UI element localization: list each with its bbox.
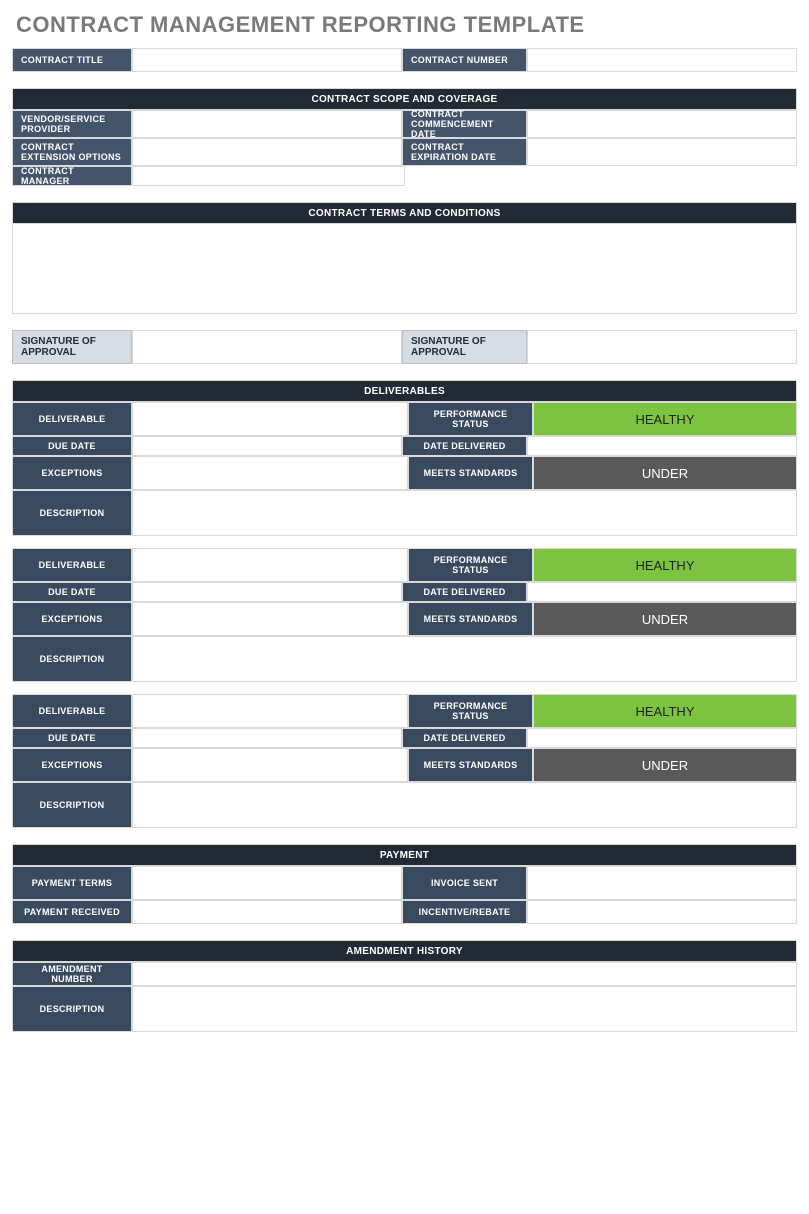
description-label: DESCRIPTION xyxy=(12,636,132,682)
invoice-sent-label: INVOICE SENT xyxy=(402,866,527,900)
description-label: DESCRIPTION xyxy=(12,782,132,828)
extension-value[interactable] xyxy=(132,138,402,166)
deliverable-value[interactable] xyxy=(132,548,408,582)
date-delivered-label: DATE DELIVERED xyxy=(402,728,527,748)
amendment-number-label: AMENDMENT NUMBER xyxy=(12,962,132,986)
deliverable-label: DELIVERABLE xyxy=(12,694,132,728)
due-date-value[interactable] xyxy=(132,436,402,456)
terms-header: CONTRACT TERMS AND CONDITIONS xyxy=(12,202,797,224)
payment-section: PAYMENT PAYMENT TERMS INVOICE SENT PAYME… xyxy=(12,844,797,924)
amendment-number-value[interactable] xyxy=(132,962,797,986)
payment-received-label: PAYMENT RECEIVED xyxy=(12,900,132,924)
vendor-value[interactable] xyxy=(132,110,402,138)
extension-label: CONTRACT EXTENSION OPTIONS xyxy=(12,138,132,166)
contract-number-value[interactable] xyxy=(527,48,797,72)
expiration-value[interactable] xyxy=(527,138,797,166)
exceptions-value[interactable] xyxy=(132,602,408,636)
due-date-label: DUE DATE xyxy=(12,582,132,602)
description-value[interactable] xyxy=(132,782,797,828)
performance-status-label: PERFORMANCE STATUS xyxy=(408,402,533,436)
due-date-label: DUE DATE xyxy=(12,436,132,456)
scope-header: CONTRACT SCOPE AND COVERAGE xyxy=(12,88,797,110)
amendment-header: AMENDMENT HISTORY xyxy=(12,940,797,962)
performance-status-value[interactable]: HEALTHY xyxy=(533,548,797,582)
signature2-value[interactable] xyxy=(527,330,797,364)
exceptions-value[interactable] xyxy=(132,748,408,782)
commencement-value[interactable] xyxy=(527,110,797,138)
date-delivered-label: DATE DELIVERED xyxy=(402,436,527,456)
incentive-label: INCENTIVE/REBATE xyxy=(402,900,527,924)
page-title: CONTRACT MANAGEMENT REPORTING TEMPLATE xyxy=(12,12,797,38)
payment-received-value[interactable] xyxy=(132,900,402,924)
deliverable-value[interactable] xyxy=(132,694,408,728)
performance-status-value[interactable]: HEALTHY xyxy=(533,694,797,728)
contract-number-label: CONTRACT NUMBER xyxy=(402,48,527,72)
signature2-label: SIGNATURE OF APPROVAL xyxy=(402,330,527,364)
due-date-value[interactable] xyxy=(132,728,402,748)
manager-label: CONTRACT MANAGER xyxy=(12,166,132,186)
terms-section: CONTRACT TERMS AND CONDITIONS xyxy=(12,202,797,314)
payment-header: PAYMENT xyxy=(12,844,797,866)
due-date-label: DUE DATE xyxy=(12,728,132,748)
exceptions-label: EXCEPTIONS xyxy=(12,748,132,782)
deliverable-label: DELIVERABLE xyxy=(12,548,132,582)
deliverable-block: DELIVERABLE PERFORMANCE STATUS HEALTHY D… xyxy=(12,694,797,828)
signature1-value[interactable] xyxy=(132,330,402,364)
exceptions-value[interactable] xyxy=(132,456,408,490)
vendor-label: VENDOR/SERVICE PROVIDER xyxy=(12,110,132,138)
deliverables-header: DELIVERABLES xyxy=(12,380,797,402)
deliverable-label: DELIVERABLE xyxy=(12,402,132,436)
exceptions-label: EXCEPTIONS xyxy=(12,456,132,490)
amendment-section: AMENDMENT HISTORY AMENDMENT NUMBER DESCR… xyxy=(12,940,797,1032)
signature1-label: SIGNATURE OF APPROVAL xyxy=(12,330,132,364)
incentive-value[interactable] xyxy=(527,900,797,924)
scope-section: CONTRACT SCOPE AND COVERAGE VENDOR/SERVI… xyxy=(12,88,797,186)
amendment-desc-label: DESCRIPTION xyxy=(12,986,132,1032)
meets-standards-value[interactable]: UNDER xyxy=(533,456,797,490)
description-value[interactable] xyxy=(132,490,797,536)
manager-value[interactable] xyxy=(132,166,405,186)
exceptions-label: EXCEPTIONS xyxy=(12,602,132,636)
payment-terms-label: PAYMENT TERMS xyxy=(12,866,132,900)
deliverable-value[interactable] xyxy=(132,402,408,436)
meets-standards-label: MEETS STANDARDS xyxy=(408,456,533,490)
meets-standards-value[interactable]: UNDER xyxy=(533,602,797,636)
amendment-desc-value[interactable] xyxy=(132,986,797,1032)
contract-id-section: CONTRACT TITLE CONTRACT NUMBER xyxy=(12,48,797,72)
expiration-label: CONTRACT EXPIRATION DATE xyxy=(402,138,527,166)
performance-status-value[interactable]: HEALTHY xyxy=(533,402,797,436)
meets-standards-label: MEETS STANDARDS xyxy=(408,748,533,782)
terms-body[interactable] xyxy=(12,224,797,314)
contract-title-label: CONTRACT TITLE xyxy=(12,48,132,72)
deliverable-block: DELIVERABLE PERFORMANCE STATUS HEALTHY D… xyxy=(12,548,797,682)
performance-status-label: PERFORMANCE STATUS xyxy=(408,548,533,582)
performance-status-label: PERFORMANCE STATUS xyxy=(408,694,533,728)
deliverable-block: DELIVERABLE PERFORMANCE STATUS HEALTHY D… xyxy=(12,402,797,536)
signatures-section: SIGNATURE OF APPROVAL SIGNATURE OF APPRO… xyxy=(12,330,797,364)
date-delivered-value[interactable] xyxy=(527,436,797,456)
description-value[interactable] xyxy=(132,636,797,682)
commencement-label: CONTRACT COMMENCEMENT DATE xyxy=(402,110,527,138)
contract-title-value[interactable] xyxy=(132,48,402,72)
date-delivered-value[interactable] xyxy=(527,582,797,602)
meets-standards-label: MEETS STANDARDS xyxy=(408,602,533,636)
date-delivered-value[interactable] xyxy=(527,728,797,748)
invoice-sent-value[interactable] xyxy=(527,866,797,900)
payment-terms-value[interactable] xyxy=(132,866,402,900)
date-delivered-label: DATE DELIVERED xyxy=(402,582,527,602)
meets-standards-value[interactable]: UNDER xyxy=(533,748,797,782)
description-label: DESCRIPTION xyxy=(12,490,132,536)
deliverables-section: DELIVERABLES DELIVERABLE PERFORMANCE STA… xyxy=(12,380,797,828)
due-date-value[interactable] xyxy=(132,582,402,602)
